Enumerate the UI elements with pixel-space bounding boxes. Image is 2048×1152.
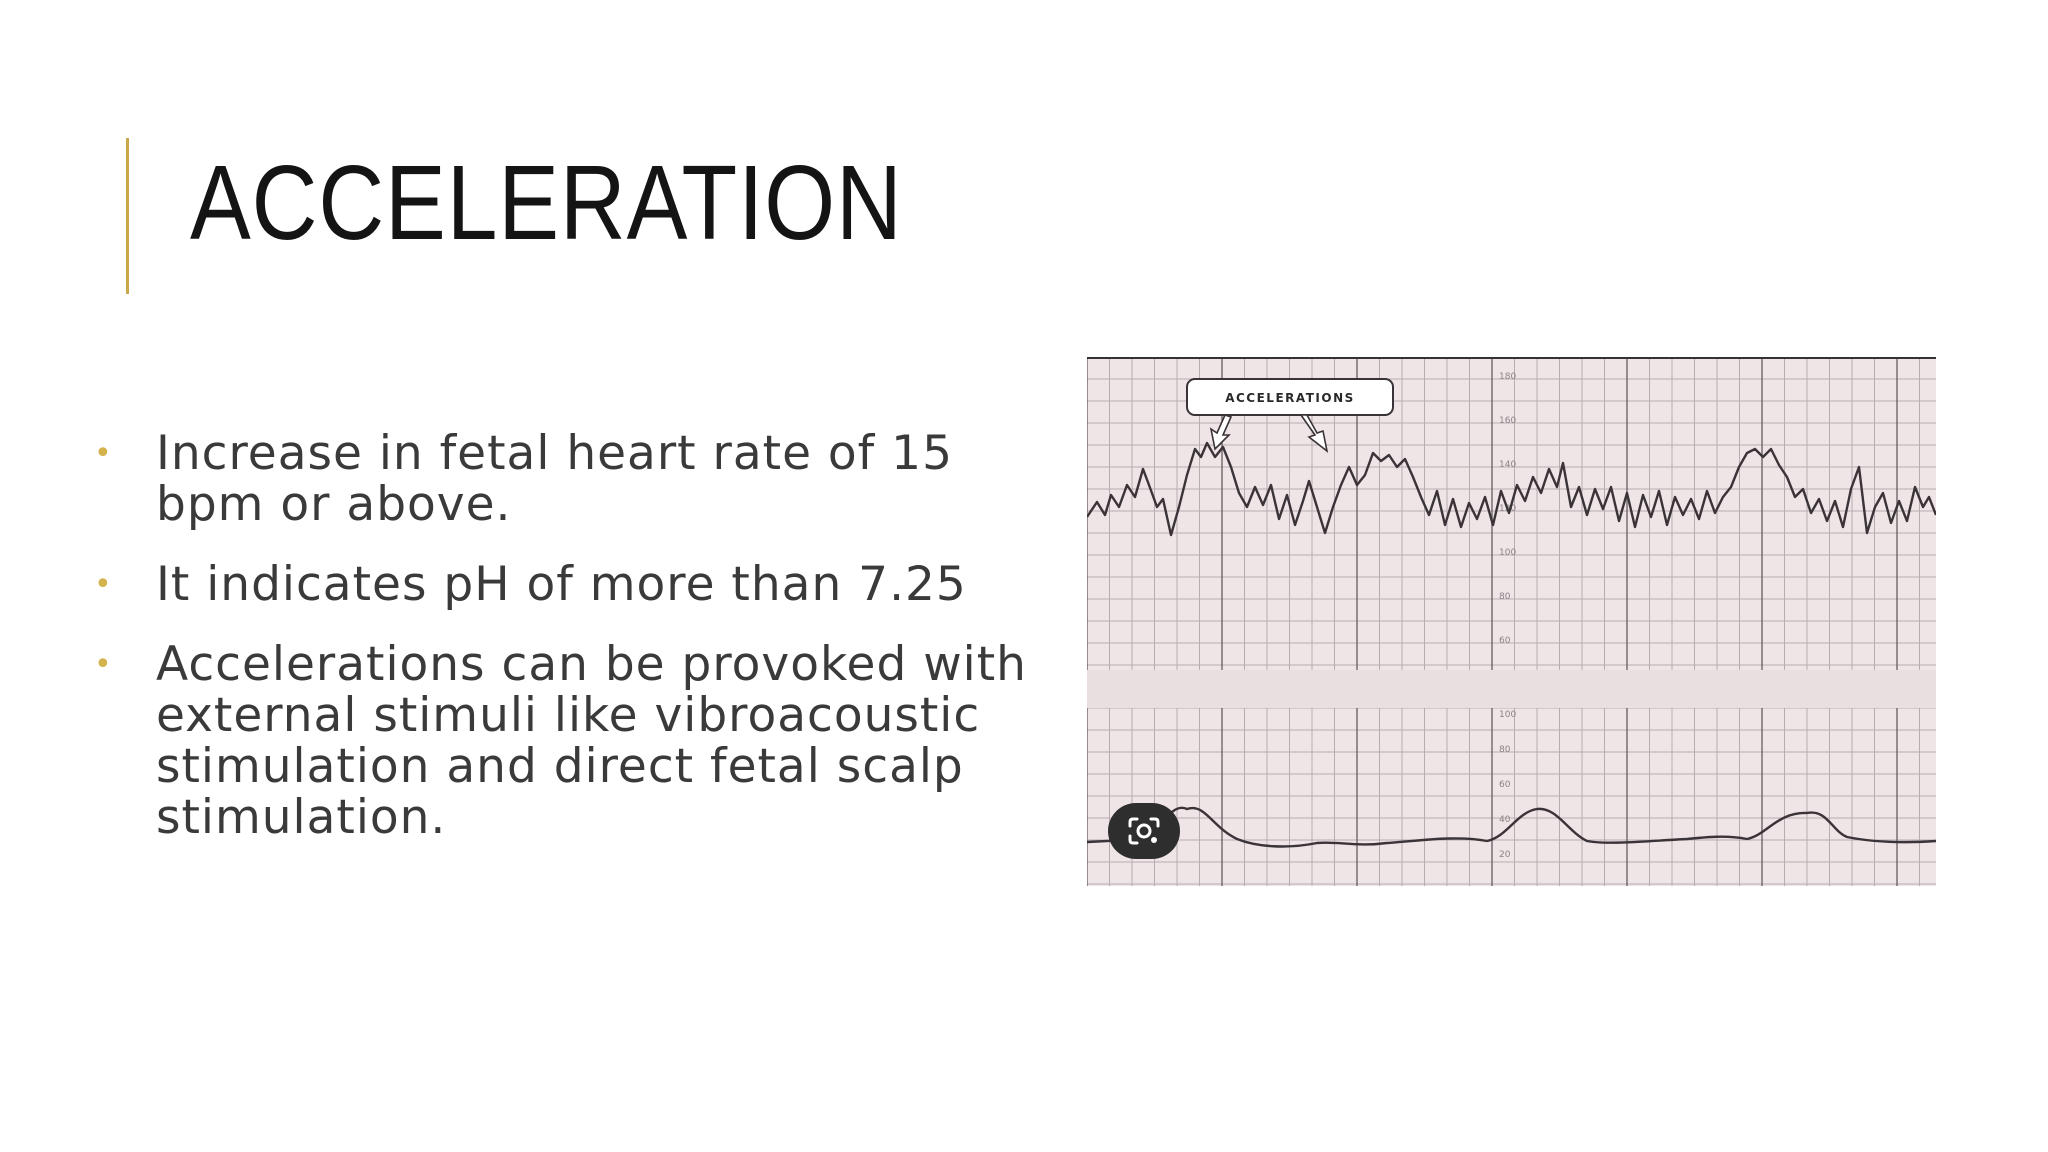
- visual-search-button[interactable]: [1108, 803, 1180, 859]
- scale-label: 40: [1499, 815, 1511, 825]
- bullet-dot-icon: •: [94, 647, 113, 682]
- callout-arrow-left: [1209, 414, 1233, 451]
- scale-label: 140: [1499, 460, 1516, 470]
- visual-search-icon: [1128, 817, 1160, 845]
- bullet-item: • Increase in fetal heart rate of 15 bpm…: [90, 428, 1050, 530]
- bullet-item: • It indicates pH of more than 7.25: [90, 559, 1050, 610]
- uterine-activity-trace: [1087, 806, 1936, 848]
- accelerations-callout: ACCELERATIONS: [1186, 378, 1394, 453]
- scale-label: 60: [1499, 636, 1511, 646]
- scale-label: 60: [1499, 780, 1511, 790]
- scale-label: 100: [1499, 710, 1516, 720]
- scale-label: 80: [1499, 745, 1511, 755]
- bullet-dot-icon: •: [94, 436, 113, 471]
- bullet-item: • Accelerations can be provoked with ext…: [90, 639, 1050, 843]
- bullet-text: It indicates pH of more than 7.25: [156, 557, 967, 612]
- bullet-list: • Increase in fetal heart rate of 15 bpm…: [90, 428, 1050, 872]
- scale-label: 160: [1499, 416, 1516, 426]
- ctg-separator-band: [1087, 670, 1936, 708]
- slide-title: ACCELERATION: [190, 144, 903, 262]
- ctg-tracing-image: 180 160 140 120 100 80 60 100 80 60 40 20 ACCELERAT…: [1087, 357, 1936, 886]
- callout-arrow-right: [1299, 414, 1329, 453]
- scale-label: 20: [1499, 850, 1511, 860]
- bullet-text: Increase in fetal heart rate of 15 bpm o…: [156, 426, 953, 532]
- bullet-text: Accelerations can be provoked with exter…: [156, 637, 1027, 845]
- scale-label: 180: [1499, 372, 1516, 382]
- scale-label: 80: [1499, 592, 1511, 602]
- title-accent-bar: [126, 138, 129, 294]
- fetal-heart-rate-trace: [1087, 441, 1936, 537]
- scale-label: 100: [1499, 548, 1516, 558]
- callout-label: ACCELERATIONS: [1225, 391, 1355, 405]
- bullet-dot-icon: •: [94, 567, 113, 602]
